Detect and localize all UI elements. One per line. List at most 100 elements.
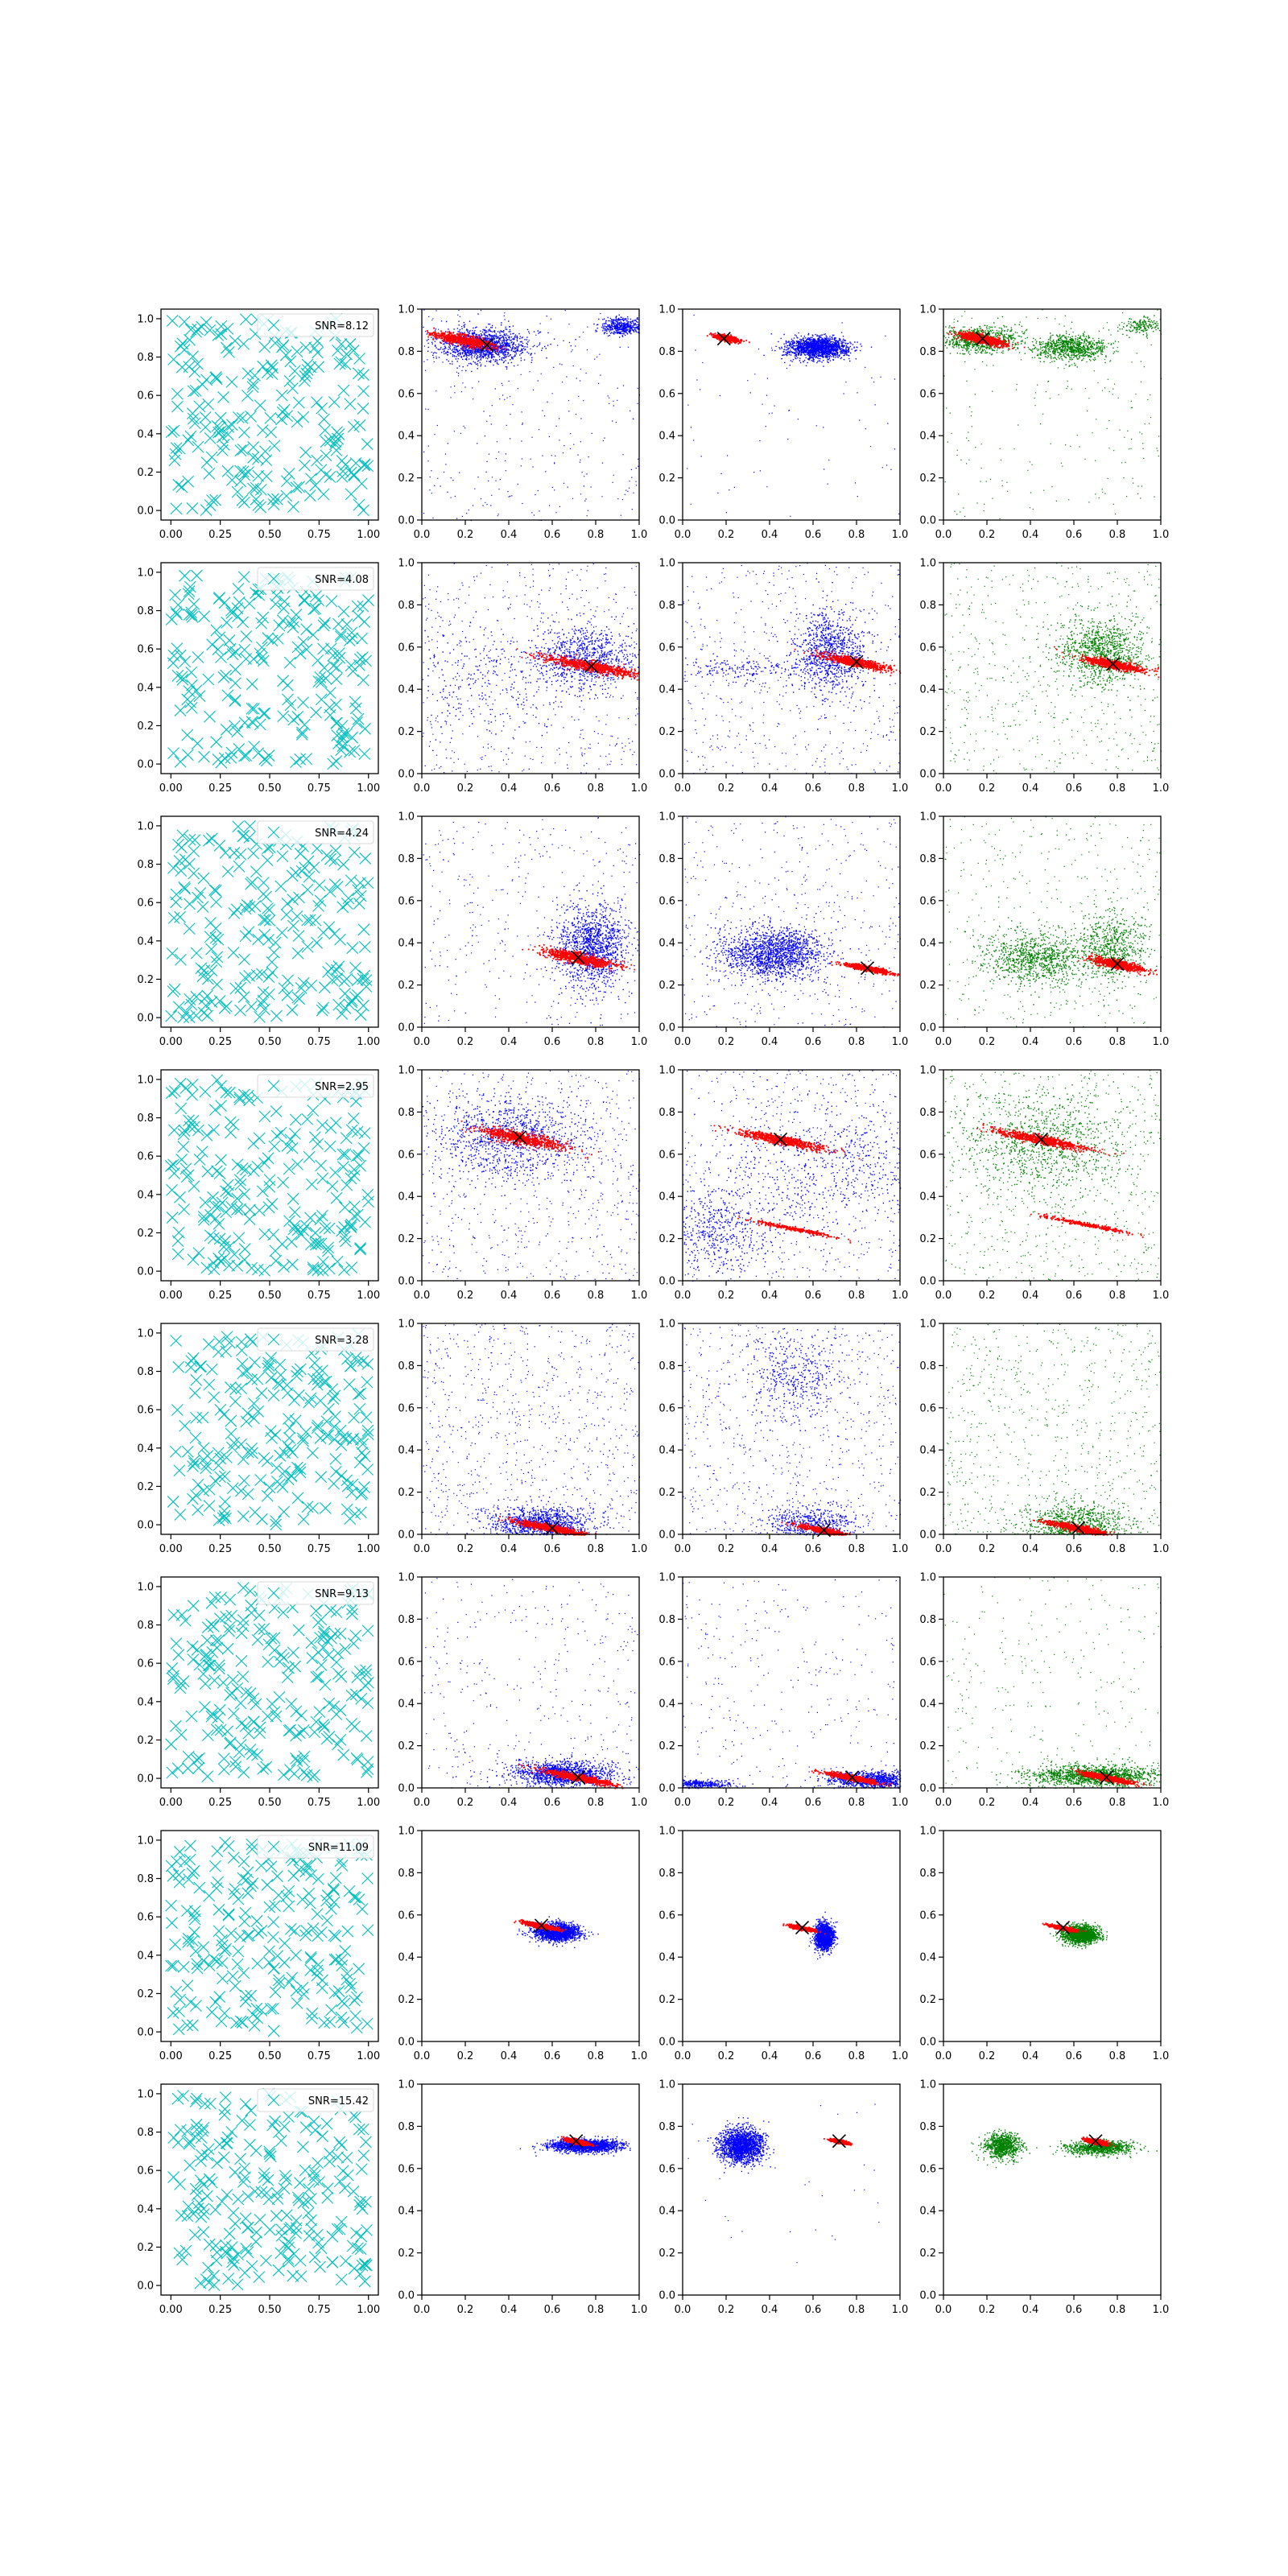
x-tick-label: 1.00 xyxy=(357,1543,380,1555)
x-tick-label: 0.6 xyxy=(544,2050,561,2062)
axes-frame xyxy=(160,1830,379,2042)
cross-marker xyxy=(218,2007,231,2020)
cross-marker xyxy=(217,1972,229,1985)
cross-marker xyxy=(326,2256,339,2268)
x-tick-label: 0.8 xyxy=(848,1290,865,1302)
cross-marker xyxy=(257,654,270,667)
y-tick-label: 0.2 xyxy=(398,2248,415,2260)
cross-marker xyxy=(231,725,244,738)
cross-marker xyxy=(186,1934,199,1947)
cross-marker xyxy=(195,1360,208,1373)
cross-marker xyxy=(245,1880,257,1893)
cross-marker xyxy=(213,1217,225,1230)
cross-marker xyxy=(231,1958,244,1971)
cross-marker xyxy=(244,1203,256,1216)
y-tick-label: 0.4 xyxy=(137,1189,154,1201)
cross-marker xyxy=(190,1373,203,1386)
cross-marker xyxy=(357,600,369,613)
cross-marker xyxy=(227,946,240,959)
x-tick-label: 1.0 xyxy=(631,2304,648,2316)
cross-marker xyxy=(303,1150,316,1163)
cross-marker xyxy=(222,1909,235,1922)
cross-marker xyxy=(218,2103,231,2116)
cross-marker xyxy=(332,960,345,972)
cross-marker xyxy=(330,1953,343,1966)
cross-marker xyxy=(316,1209,328,1222)
cross-marker xyxy=(308,341,321,354)
cross-marker xyxy=(289,1660,301,1673)
y-tick-label: 0.6 xyxy=(658,895,675,907)
x-tick-label: 0.2 xyxy=(718,2304,735,2316)
x-tick-label: 0.8 xyxy=(1109,1290,1126,1302)
cross-marker xyxy=(199,421,212,434)
blue-point-noise xyxy=(423,1578,639,1789)
cross-marker xyxy=(244,1744,257,1756)
cross-marker xyxy=(304,1951,317,1963)
cross-marker xyxy=(335,628,347,641)
cross-marker xyxy=(312,1670,324,1682)
cross-marker xyxy=(271,1476,283,1488)
cross-marker xyxy=(254,718,266,731)
cross-marker xyxy=(209,2240,222,2252)
cross-marker xyxy=(217,1408,230,1421)
cross-marker xyxy=(315,1471,328,1484)
cross-marker xyxy=(225,375,238,388)
cross-marker xyxy=(307,1263,320,1276)
cross-marker xyxy=(232,583,245,595)
cross-marker xyxy=(270,2186,283,2199)
cross-marker xyxy=(190,1411,202,1424)
cross-marker xyxy=(272,1889,285,1901)
cross-marker xyxy=(341,1179,353,1191)
cross-marker xyxy=(244,1585,257,1597)
cross-marker xyxy=(262,632,275,645)
cross-marker xyxy=(220,1206,232,1219)
x-tick-label: 0.8 xyxy=(588,529,605,541)
cross-marker xyxy=(166,1212,179,1224)
cross-marker xyxy=(317,1719,329,1732)
cross-marker xyxy=(305,473,317,485)
cross-marker xyxy=(281,989,294,1001)
cross-marker xyxy=(258,1157,270,1170)
cross-marker xyxy=(305,2214,317,2227)
cross-marker xyxy=(357,1141,370,1154)
cross-marker xyxy=(175,481,188,493)
cross-marker xyxy=(353,2123,365,2136)
cross-marker xyxy=(349,2009,361,2022)
cross-marker xyxy=(283,1162,295,1175)
cross-marker xyxy=(305,980,317,992)
y-tick-label: 0.6 xyxy=(398,642,415,654)
y-tick-label: 1.0 xyxy=(919,1826,936,1838)
cross-marker xyxy=(328,396,341,408)
y-tick-label: 0.4 xyxy=(658,1191,675,1203)
y-tick-label: 1.0 xyxy=(398,2079,415,2091)
x-tick-label: 0.0 xyxy=(935,1797,952,1809)
cross-marker xyxy=(349,1688,362,1701)
x-tick-label: 0.00 xyxy=(159,529,183,541)
x-tick-label: 0.8 xyxy=(588,1290,605,1302)
cross-marker xyxy=(208,1391,221,1404)
x-tick-label: 1.00 xyxy=(357,529,380,541)
y-tick-label: 0.2 xyxy=(919,1233,936,1245)
x-tick-label: 0.2 xyxy=(457,1290,474,1302)
cross-marker xyxy=(279,349,292,361)
panel-p3-row-5: 0.0 0.2 0.4 0.6 0.8 1.00.00.20.40.60.81.0 xyxy=(658,1319,908,1556)
x-tick-label: 1.0 xyxy=(892,2304,909,2316)
x-tick-label: 0.0 xyxy=(675,529,691,541)
cross-marker xyxy=(291,910,303,923)
cross-marker xyxy=(277,675,289,687)
cross-marker xyxy=(179,569,191,582)
cross-marker xyxy=(329,1872,342,1885)
panel-crosses-row-8: 0.00 0.25 0.50 0.75 1.000.00.20.40.60.81.0SN… xyxy=(137,2083,380,2316)
y-tick-label: 1.0 xyxy=(919,1319,936,1331)
cross-marker xyxy=(325,1632,337,1645)
cross-marker xyxy=(191,737,204,749)
axes-frame xyxy=(943,1323,1162,1535)
x-tick-label: 0.00 xyxy=(159,1290,183,1302)
panel-p2-row-2: 0.0 0.2 0.4 0.6 0.8 1.00.00.20.40.60.81.0 xyxy=(398,558,647,795)
cross-marker xyxy=(221,617,233,629)
cross-marker xyxy=(178,316,191,328)
axes-frame xyxy=(943,1069,1162,1282)
cross-marker xyxy=(213,631,226,644)
cross-marker xyxy=(183,585,196,597)
cross-marker xyxy=(205,1596,218,1609)
